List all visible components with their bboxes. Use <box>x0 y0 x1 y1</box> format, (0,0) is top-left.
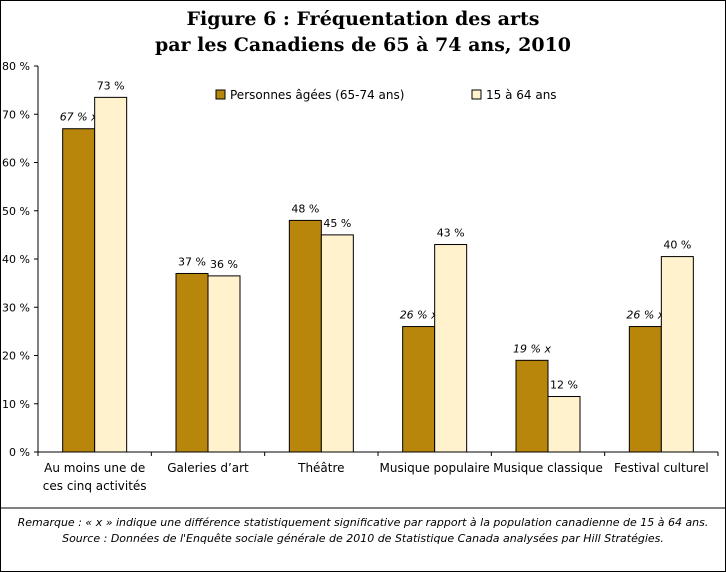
bar-15-64 <box>547 396 581 453</box>
remark-note: Remarque : « x » indique une différence … <box>17 516 709 529</box>
bar-seniors <box>402 326 436 453</box>
data-label: 26 % x <box>400 309 438 322</box>
legend-swatch-seniors <box>215 89 226 100</box>
y-tick-label: 20 % <box>2 350 30 363</box>
y-tick-label: 50 % <box>2 205 30 218</box>
x-category-label: Galeries d’art <box>167 461 249 475</box>
y-tick-label: 60 % <box>2 157 30 170</box>
chart-title-line-1: Figure 6 : Fréquentation des arts <box>186 8 540 30</box>
bar-seniors <box>175 272 209 453</box>
chart-title-line-2: par les Canadiens de 65 à 74 ans, 2010 <box>154 34 572 56</box>
bar-seniors <box>515 359 549 453</box>
y-tick-label: 80 % <box>2 60 30 73</box>
data-label: 45 % <box>323 217 351 230</box>
y-tick-label: 0 % <box>9 446 30 459</box>
data-label: 67 % x <box>60 111 98 124</box>
data-label: 48 % <box>291 202 319 215</box>
bar-seniors <box>62 128 96 453</box>
legend-label-seniors: Personnes âgées (65-74 ans) <box>230 88 404 102</box>
data-label: 37 % <box>178 255 206 268</box>
x-category-label: Théâtre <box>297 461 344 475</box>
source-note: Source : Données de l'Enquête sociale gé… <box>62 532 664 545</box>
bar-seniors <box>628 326 662 453</box>
y-tick-label: 30 % <box>2 301 30 314</box>
x-category-label: Musique classique <box>493 461 603 475</box>
bar-15-64 <box>434 244 468 453</box>
x-category-label: Au moins une de <box>44 461 145 475</box>
x-category-label: Festival culturel <box>614 461 709 475</box>
data-label: 36 % <box>210 258 238 271</box>
legend-swatch-15-64 <box>471 89 482 100</box>
y-tick-label: 70 % <box>2 108 30 121</box>
data-label: 26 % x <box>626 309 664 322</box>
data-label: 73 % <box>97 79 125 92</box>
data-label: 19 % x <box>513 342 551 355</box>
bar-seniors <box>288 219 322 453</box>
y-tick-label: 40 % <box>2 253 30 266</box>
data-label: 43 % <box>437 227 465 240</box>
x-category-label: Musique populaire <box>380 461 490 475</box>
data-label: 40 % <box>663 239 691 252</box>
bar-15-64 <box>320 234 354 453</box>
bar-15-64 <box>207 275 241 453</box>
data-label: 12 % <box>550 379 578 392</box>
bar-15-64 <box>660 256 694 453</box>
x-category-label: ces cinq activités <box>43 479 147 493</box>
y-tick-label: 10 % <box>2 398 30 411</box>
legend-label-15-64: 15 à 64 ans <box>486 88 557 102</box>
bar-15-64 <box>94 96 128 453</box>
